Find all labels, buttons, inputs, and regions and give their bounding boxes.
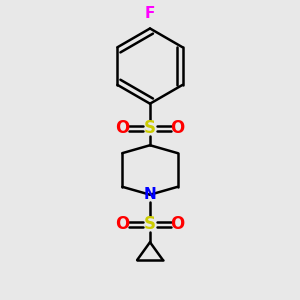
Text: N: N <box>144 187 156 202</box>
Text: S: S <box>144 215 156 233</box>
Text: S: S <box>144 119 156 137</box>
Text: F: F <box>145 6 155 21</box>
Text: O: O <box>115 215 129 233</box>
Text: O: O <box>171 215 185 233</box>
Text: O: O <box>115 119 129 137</box>
Text: O: O <box>171 119 185 137</box>
